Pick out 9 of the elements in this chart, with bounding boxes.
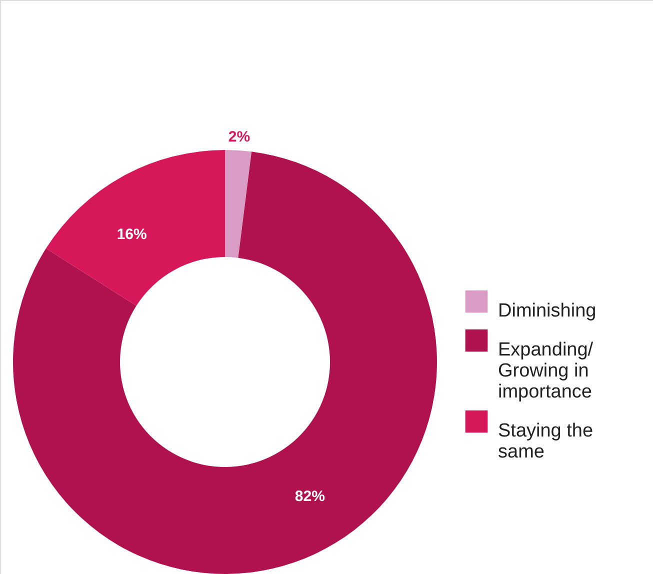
donut-slice [225,150,252,258]
donut-slice [46,150,225,306]
legend-label: Expanding/Growing in importance [498,340,594,402]
donut-slice [13,152,437,574]
data-label: 16% [116,226,147,243]
legend-label: Staying the same [498,420,594,462]
data-label: 82% [294,488,325,505]
legend-label: Diminishing [498,300,596,322]
data-label: 2% [228,128,250,146]
